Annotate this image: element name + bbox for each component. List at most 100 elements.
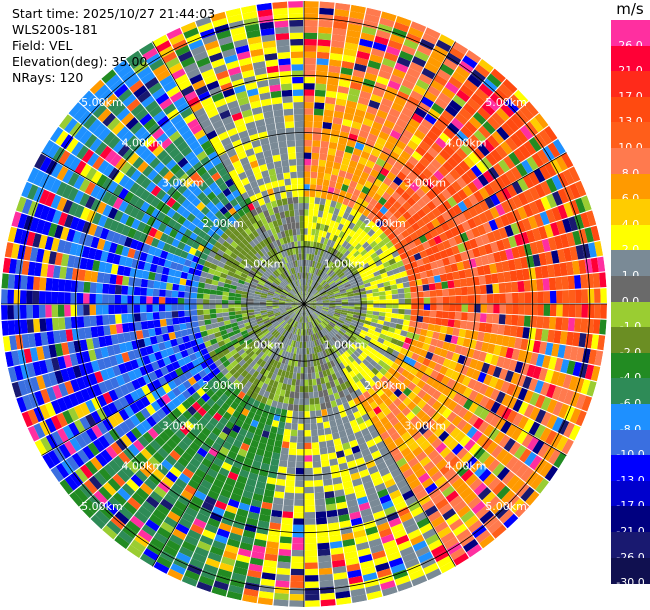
radar-gate <box>331 227 338 235</box>
radar-gate <box>560 233 570 248</box>
radar-gate <box>455 304 462 312</box>
radar-gate <box>355 365 364 373</box>
radar-gate <box>316 285 322 291</box>
radar-gate <box>320 453 329 461</box>
radar-gate <box>165 304 172 312</box>
radar-gate <box>315 284 321 290</box>
radar-gate <box>308 294 313 300</box>
radar-gate <box>446 184 457 196</box>
radar-gate <box>581 304 589 318</box>
radar-gate <box>411 352 420 361</box>
radar-gate <box>393 96 407 107</box>
radar-gate <box>316 325 322 332</box>
radar-gate <box>392 299 399 304</box>
radar-gate <box>358 284 365 290</box>
radar-gate <box>344 242 352 250</box>
radar-gate <box>313 311 320 316</box>
radar-gate <box>447 139 460 152</box>
radar-gate <box>533 133 547 149</box>
radar-gate <box>308 266 312 274</box>
radar-gate <box>407 401 417 411</box>
radar-gate <box>515 109 529 125</box>
radar-gate <box>532 254 541 267</box>
radar-gate <box>318 561 332 569</box>
radar-gate <box>391 313 399 319</box>
radar-gate <box>455 65 471 79</box>
radar-gate <box>171 290 179 298</box>
radar-gate <box>346 261 353 269</box>
radar-gate <box>281 523 293 531</box>
radar-gate <box>304 7 319 14</box>
radar-gate <box>178 317 186 324</box>
radar-gate <box>336 176 345 184</box>
radar-gate <box>484 243 493 255</box>
radar-gate <box>343 48 357 57</box>
radar-gate <box>554 357 564 372</box>
radar-gate <box>530 291 538 304</box>
radar-gate <box>288 454 297 462</box>
radar-gate <box>334 308 342 312</box>
radar-gate <box>360 123 372 133</box>
radar-gate <box>329 321 336 327</box>
radar-gate <box>317 542 330 550</box>
radar-gate <box>357 321 364 327</box>
radar-gate <box>203 314 211 320</box>
radar-gate <box>501 393 512 407</box>
radar-gate <box>326 289 333 294</box>
radar-gate <box>314 197 321 205</box>
radar-gate <box>384 388 394 398</box>
radar-gate <box>327 148 337 156</box>
radar-gate <box>328 180 337 188</box>
radar-gate <box>396 340 405 348</box>
radar-gate <box>427 108 441 120</box>
radar-gate <box>348 264 355 271</box>
radar-gate <box>305 291 308 298</box>
radar-gate <box>431 353 440 363</box>
radar-gate <box>464 329 473 339</box>
radar-gate <box>385 186 395 196</box>
radar-gate <box>241 307 248 311</box>
radar-gate <box>384 316 392 323</box>
radar-gate <box>449 427 461 439</box>
radar-gate <box>360 307 367 311</box>
radar-gate <box>32 305 40 319</box>
radar-gate <box>557 419 570 435</box>
radar-gate <box>312 289 318 295</box>
radar-gate <box>407 139 419 151</box>
radar-gate <box>316 317 322 323</box>
radar-gate <box>310 177 317 185</box>
radar-gate <box>517 280 525 292</box>
radar-gate <box>334 292 341 296</box>
radar-gate <box>319 263 324 271</box>
radar-gate <box>451 135 465 148</box>
radar-gate <box>407 426 418 437</box>
radar-gate <box>334 8 350 17</box>
radar-gate <box>172 283 180 291</box>
radar-gate <box>365 355 373 363</box>
radar-gate <box>234 297 242 301</box>
radar-gate <box>511 348 521 361</box>
radar-gate <box>389 33 405 45</box>
radar-gate <box>442 386 452 397</box>
radar-gate <box>510 459 524 474</box>
radar-gate <box>319 314 326 319</box>
radar-gate <box>478 351 487 362</box>
radar-gate <box>343 333 350 340</box>
radar-gate <box>324 427 332 435</box>
radar-gate <box>380 375 389 384</box>
radar-gate <box>406 372 416 382</box>
radar-gate <box>367 248 376 256</box>
radar-gate <box>419 250 428 259</box>
radar-gate <box>410 315 417 322</box>
radar-gate <box>430 50 446 63</box>
radar-gate <box>536 278 544 291</box>
radar-gate <box>367 133 378 143</box>
radar-gate <box>304 76 316 84</box>
radar-gate <box>396 318 404 325</box>
radar-gate <box>466 544 483 558</box>
radar-gate <box>247 304 254 307</box>
radar-gate <box>409 320 417 328</box>
radar-gate <box>524 121 539 137</box>
radar-gate <box>365 269 374 276</box>
radar-gate <box>404 337 413 345</box>
